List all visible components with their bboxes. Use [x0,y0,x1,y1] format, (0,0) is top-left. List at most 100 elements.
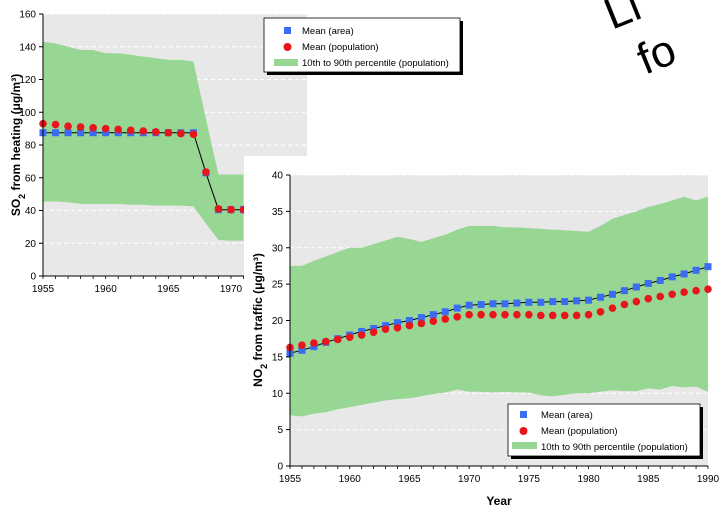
so2-y-tick-label: 140 [19,42,36,53]
no2-mean-population-point [632,297,641,306]
no2-mean-population-point [537,311,545,320]
no2-y-tick-label: 0 [277,462,283,473]
no2-mean-area-point [489,300,497,308]
no2-y-tick-label: 35 [272,207,284,218]
no2-mean-population-point [513,310,521,319]
no2-x-axis-label: Year [486,494,512,508]
no2-mean-population-point [310,339,318,347]
no2-mean-population-point [608,304,617,312]
no2-mean-area-point [549,298,557,306]
so2-y-tick-label: 20 [25,239,37,250]
no2-mean-population-point [572,311,581,320]
no2-mean-population-point [692,286,700,295]
no2-x-tick-label: 1990 [697,474,720,485]
no2-chart: 0 5 10 15 20 25 30 35 40 1955 1960 1965 1970 1975 198… [251,171,720,509]
no2-mean-population-point [620,300,629,309]
no2-y-axis-label-rest: from traffic (μg/m³) [251,253,265,364]
so2-mean-population-point [76,123,85,131]
so2-legend-shadow-bottom [267,72,463,75]
no2-mean-area-point [477,300,485,308]
no2-mean-population-point [381,325,390,334]
so2-x-tick-label: 1955 [32,284,55,295]
no2-mean-area-point [298,346,306,354]
no2-mean-area-point [537,298,545,306]
so2-mean-population-point [189,130,198,139]
so2-mean-population-point [51,120,60,129]
no2-x-tick-label: 1955 [279,474,302,485]
no2-y-tick-label: 30 [272,243,284,254]
no2-mean-population-point [596,307,605,316]
no2-y-tick-labels: 0 5 10 15 20 25 30 35 40 [272,171,284,473]
so2-x-tick-labels: 1955 1960 1965 1970 [32,284,243,295]
so2-legend-population-label: Mean (population) [302,42,379,53]
so2-legend-population-marker [283,43,292,51]
so2-mean-area-point [64,129,72,137]
so2-x-tick-label: 1970 [220,284,243,295]
no2-mean-area-point [465,301,473,309]
no2-mean-population-point [525,310,533,319]
so2-mean-area-point [52,129,60,137]
no2-percentile-band [290,196,708,417]
no2-mean-population-point [322,337,330,346]
no2-mean-population-point [417,319,426,328]
so2-mean-population-point [164,128,173,137]
no2-mean-population-point [501,310,509,319]
so2-y-tick-label: 60 [25,173,37,184]
no2-y-axis-label: NO2 from traffic (μg/m³) [251,253,269,387]
so2-mean-area-point [102,129,110,137]
no2-mean-area-point [644,279,652,287]
so2-chart: 0 20 40 60 80 100 120 140 160 1955 1960 1965 1970 S… [9,10,463,295]
no2-mean-population-points [286,285,712,352]
no2-mean-area-point [608,290,616,298]
no2-mean-area-point [501,300,509,308]
so2-percentile-band [43,41,244,241]
so2-mean-population-point [227,205,235,214]
no2-mean-population-point [453,313,462,321]
no2-mean-population-point [548,311,557,320]
so2-legend-band-marker [274,59,298,66]
no2-mean-area-point [656,276,664,284]
no2-mean-population-point [465,310,473,319]
no2-mean-population-point [405,321,414,330]
no2-mean-area-point [429,311,437,319]
no2-mean-population-point [357,331,366,339]
so2-y-tick-label: 120 [19,75,36,86]
no2-mean-population-point [704,285,712,294]
no2-mean-population-point [441,315,450,323]
no2-x-tick-label: 1965 [398,474,421,485]
no2-mean-area-point [417,314,425,322]
no2-mean-population-point [560,311,569,320]
no2-mean-area-point [597,293,605,301]
so2-y-axis-label-rest: from heating (μg/m³) [9,74,23,194]
no2-mean-population-point [429,317,438,326]
no2-y-tick-label: 20 [272,316,284,327]
no2-x-tick-labels: 1955 1960 1965 1970 1975 1980 1985 1990 [279,474,720,485]
no2-mean-area-point [632,283,640,291]
so2-legend-band-label: 10th to 90th percentile (population) [302,58,449,69]
no2-y-tick-label: 15 [272,352,284,363]
no2-mean-area-point [668,273,676,281]
no2-y-axis-label-main: NO [251,369,265,387]
so2-y-tick-label: 100 [19,108,36,119]
no2-mean-population-point [333,335,342,344]
no2-mean-population-point [489,310,497,319]
no2-mean-area-point [680,270,688,278]
no2-mean-area-point [405,317,413,324]
no2-mean-area-point [525,298,533,306]
so2-mean-population-point [177,129,185,138]
so2-y-axis-label-subscript: 2 [17,194,27,199]
no2-legend: Mean (area) Mean (population) 10th to 90… [507,403,703,459]
no2-legend-box [507,403,701,457]
no2-x-tick-label: 1985 [637,474,660,485]
no2-mean-area-point [704,263,712,271]
no2-mean-population-point [345,333,354,342]
no2-y-tick-label: 5 [277,425,283,436]
no2-y-axis-label-subscript: 2 [259,364,269,369]
no2-mean-population-point [369,328,378,336]
no2-x-tick-label: 1980 [577,474,600,485]
so2-y-tick-label: 40 [25,206,37,217]
no2-y-tick-label: 40 [272,171,284,182]
so2-x-tick-label: 1965 [157,284,180,295]
so2-mean-area-point [77,129,85,137]
no2-axes [286,174,709,469]
